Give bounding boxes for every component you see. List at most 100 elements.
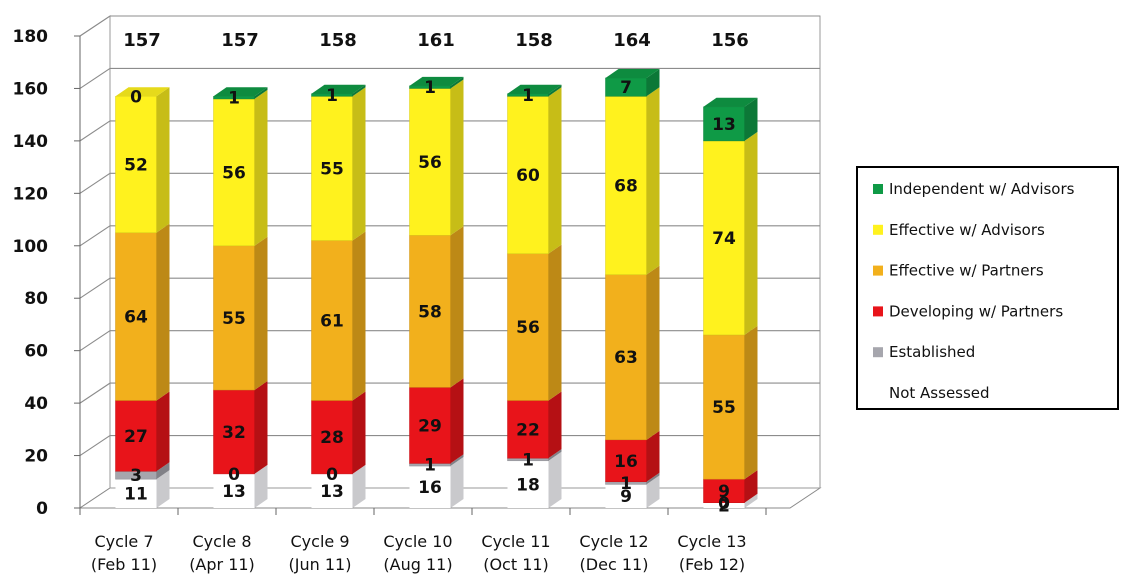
bar-total-label: 158	[515, 30, 553, 51]
bar-value-label: 18	[516, 475, 540, 495]
bar-stacks: 1132764520157130325556115713028615511581…	[115, 30, 758, 516]
bar-segment-side	[744, 131, 758, 335]
bar-segment	[115, 96, 157, 233]
bar-segment	[605, 484, 647, 508]
gridline	[79, 172, 820, 194]
bar-value-label: 32	[222, 423, 246, 443]
x-tick-label: Cycle 12	[579, 532, 648, 551]
gridline	[79, 67, 820, 89]
bar-total-label: 164	[613, 30, 651, 51]
bar-segment	[213, 98, 255, 247]
bar-segment	[213, 245, 255, 391]
bar-segment-side	[450, 457, 464, 508]
bar-segment-side	[450, 454, 464, 467]
y-tick-label: 60	[24, 342, 48, 362]
bar-total-label: 157	[221, 30, 259, 51]
x-tick-label: (Apr 11)	[189, 555, 255, 574]
bar-segment	[311, 400, 353, 475]
bar-value-label: 56	[418, 153, 442, 173]
bar-value-label: 3	[130, 466, 142, 486]
gridline	[79, 277, 820, 299]
gridline	[79, 225, 820, 247]
bar-segment-side	[646, 475, 660, 508]
x-tick-label: Cycle 10	[383, 532, 452, 551]
bar-top	[311, 84, 366, 94]
bar-segment-side	[254, 381, 268, 474]
bar-top	[507, 84, 562, 94]
bar-value-label: 56	[516, 318, 540, 338]
bar-total-label: 157	[123, 30, 161, 51]
bar-value-label: 13	[712, 115, 736, 135]
bar-segment	[703, 140, 745, 336]
legend-swatch	[873, 347, 883, 358]
bar-segment-side	[646, 430, 660, 482]
bar-value-label: 29	[418, 416, 442, 436]
bar-segment-side	[450, 76, 464, 89]
bar-segment-side	[646, 472, 660, 485]
bar-total-label: 156	[711, 30, 749, 51]
bar-segment	[409, 235, 451, 388]
bar-value-label: 64	[124, 308, 148, 328]
y-tick-label: 20	[24, 447, 48, 467]
y-tick-label: 0	[36, 499, 48, 519]
bar-value-label: 2	[718, 496, 730, 516]
bar-segment-side	[352, 87, 366, 241]
bar-segment-side	[352, 391, 366, 474]
legend-label: Effective w/ Partners	[889, 262, 1044, 280]
y-tick-label: 140	[13, 132, 49, 152]
bar-segment-side	[352, 464, 366, 508]
bar-segment	[605, 439, 647, 483]
legend-swatch	[873, 265, 883, 276]
bar-value-label: 0	[718, 494, 730, 514]
bar-segment	[507, 253, 549, 401]
bar-value-label: 63	[614, 348, 638, 368]
x-tick-label: (Jun 11)	[289, 555, 352, 574]
bar-value-label: 16	[614, 452, 638, 472]
bar-top	[605, 68, 660, 78]
bar-value-label: 60	[516, 166, 540, 186]
bar-segment-side	[254, 236, 268, 390]
bar-value-label: 0	[326, 465, 338, 485]
bar-value-label: 9	[620, 487, 632, 507]
bar-value-label: 27	[124, 427, 148, 447]
bar-segment	[213, 389, 255, 475]
bar-segment-side	[548, 244, 562, 401]
x-tick-label: Cycle 8	[193, 532, 252, 551]
bar-value-label: 13	[222, 482, 246, 502]
bar-segment-side	[254, 89, 268, 246]
bar-segment-side	[646, 265, 660, 440]
legend: Independent w/ Advisors Effective w/ Advi…	[856, 166, 1119, 410]
gridline	[79, 330, 820, 352]
bar-segment-side	[548, 84, 562, 97]
bar-value-label: 55	[320, 159, 344, 179]
bar-segment-side	[744, 97, 758, 141]
bar-segment-side	[156, 462, 170, 480]
bar-value-label: 9	[718, 482, 730, 502]
bar-segment	[703, 502, 745, 508]
bar-value-label: 28	[320, 428, 344, 448]
y-tick-label: 160	[13, 79, 49, 99]
bar-segment-side	[548, 451, 562, 508]
x-tick-label: Cycle 7	[95, 532, 154, 551]
bar-segment-side	[254, 87, 268, 99]
bar-segment-side	[548, 449, 562, 461]
legend-swatch	[873, 306, 883, 317]
bar-value-label: 13	[320, 482, 344, 502]
bar-segment	[605, 274, 647, 441]
bar-value-label: 58	[418, 302, 442, 322]
bar-stack: 130 32 55 56 1 157	[213, 30, 268, 508]
legend-label: Established	[889, 343, 975, 361]
bar-segment	[507, 460, 549, 508]
bar-segment-side	[352, 231, 366, 401]
bar-segment	[507, 96, 549, 254]
bar-stack: 130 28 61 55 1 158	[311, 30, 366, 508]
bar-value-label: 1	[424, 78, 436, 98]
bar-segment	[115, 479, 157, 508]
bar-value-label: 55	[712, 398, 736, 418]
x-tick-label: (Feb 12)	[679, 555, 745, 574]
bar-segment	[409, 466, 451, 508]
bar-value-label: 16	[418, 478, 442, 498]
y-tick-label: 180	[13, 27, 49, 47]
